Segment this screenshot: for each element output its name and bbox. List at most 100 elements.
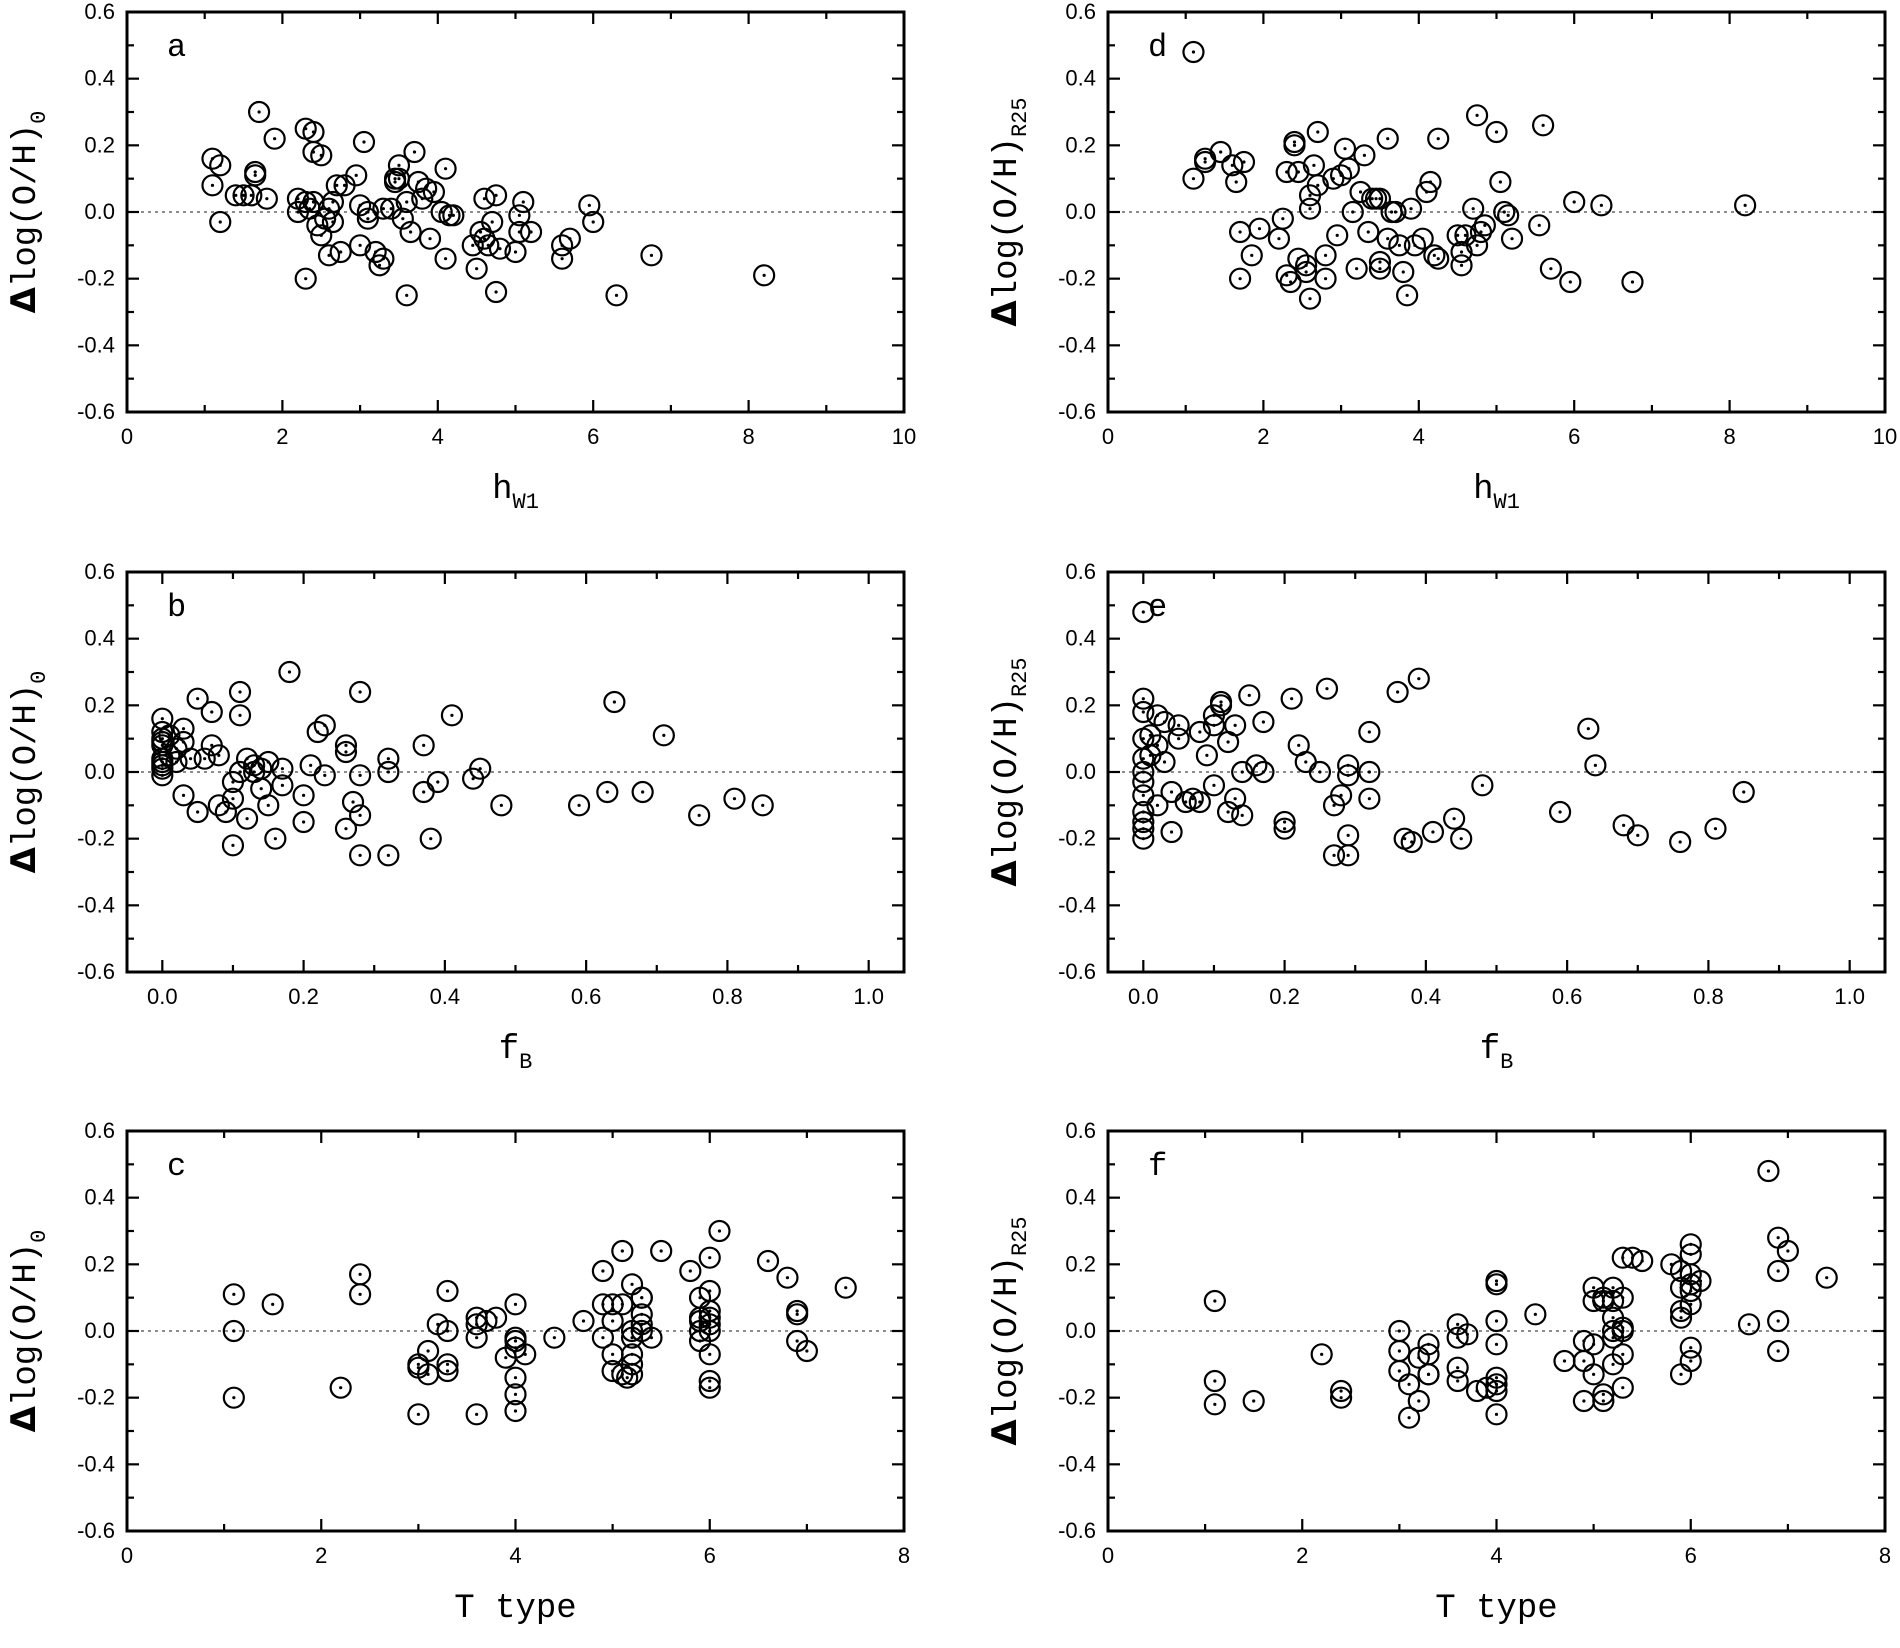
data-point-center <box>1198 800 1202 804</box>
data-point-ring <box>1631 1249 1654 1273</box>
data-point-center <box>1436 257 1440 261</box>
data-point-ring <box>1757 1159 1780 1183</box>
data-point-center <box>601 1269 605 1273</box>
data-point-center <box>167 733 171 737</box>
data-point <box>372 247 395 270</box>
data-point <box>795 1339 818 1363</box>
data-point-ring <box>278 660 301 684</box>
data-point <box>1182 40 1205 64</box>
data-point-center <box>587 203 591 207</box>
data-point-ring <box>1592 1389 1615 1413</box>
data-point-ring <box>1427 127 1450 150</box>
data-point <box>1345 257 1368 280</box>
data-point-center <box>249 193 253 197</box>
x-axis-title: fB <box>1480 1031 1514 1075</box>
data-point-center <box>160 773 164 777</box>
data-point-center <box>1346 773 1350 777</box>
y-tick-label: 0.2 <box>1065 132 1096 157</box>
data-point-center <box>1621 1352 1625 1356</box>
data-point-center <box>1592 1342 1596 1346</box>
data-point-center <box>412 150 417 154</box>
data-point-center <box>1494 1389 1499 1393</box>
data-point-center <box>1405 293 1409 297</box>
data-point-ring <box>572 1309 595 1333</box>
data-point <box>1485 1373 1508 1396</box>
y-axis-title: Δlog(O/H)0 <box>4 671 52 874</box>
data-point-ring <box>261 1293 284 1316</box>
data-point-ring <box>1397 1406 1421 1429</box>
data-point-center <box>1339 1396 1343 1400</box>
data-point-ring <box>407 1403 430 1426</box>
data-point-center <box>662 733 666 737</box>
data-point-ring <box>1376 127 1399 150</box>
data-point <box>1388 234 1411 257</box>
data-point-ring <box>708 1219 731 1243</box>
data-point <box>504 1293 527 1316</box>
data-point-center <box>521 200 525 204</box>
data-point <box>1203 1393 1226 1416</box>
data-point-ring <box>611 1293 634 1316</box>
y-tick-label: -0.4 <box>1058 892 1096 917</box>
data-point <box>222 1319 245 1343</box>
data-point <box>1767 1339 1790 1363</box>
data-point <box>1485 1309 1508 1333</box>
data-point-center <box>426 1349 430 1353</box>
data-point-ring <box>1737 1313 1761 1336</box>
data-point-center <box>426 1372 430 1376</box>
data-point <box>484 280 508 304</box>
data-point-center <box>732 797 737 801</box>
data-point <box>1631 1249 1654 1273</box>
data-point <box>578 194 601 217</box>
data-point-center <box>1233 797 1237 801</box>
data-point-center <box>1494 1279 1499 1283</box>
data-point-ring <box>698 1246 721 1269</box>
data-point-ring <box>1202 774 1226 797</box>
data-point-center <box>342 183 347 187</box>
data-point-ring <box>222 1386 245 1409</box>
data-point-ring <box>222 1319 245 1343</box>
data-point-center <box>640 1322 644 1326</box>
data-point-ring <box>1767 1309 1790 1333</box>
data-point-center <box>1213 1402 1217 1406</box>
y-axis-delta-symbol: Δ <box>4 846 44 873</box>
data-point-center <box>708 1309 712 1313</box>
data-point-center <box>401 217 405 221</box>
data-point-center <box>354 173 358 177</box>
x-tick-label: 0.8 <box>712 984 743 1009</box>
data-point-center <box>513 1376 518 1380</box>
data-point-ring <box>1203 1289 1226 1313</box>
data-point-ring <box>151 757 174 780</box>
data-point-center <box>560 257 564 261</box>
data-point <box>1669 830 1692 854</box>
data-point <box>1471 774 1494 797</box>
data-point-center <box>649 1336 654 1340</box>
x-tick-label: 0.6 <box>1552 984 1583 1009</box>
data-point-ring <box>1314 267 1337 290</box>
data-point-ring <box>1485 120 1508 144</box>
data-point <box>1337 824 1360 847</box>
data-point-ring <box>795 1339 818 1363</box>
data-point <box>349 804 372 827</box>
data-point <box>1612 814 1635 837</box>
data-point-center <box>397 177 401 181</box>
y-tick-label: 0.0 <box>84 759 115 784</box>
data-point-ring <box>1306 120 1329 144</box>
y-tick-label: 0.4 <box>1065 1185 1096 1210</box>
data-point-center <box>1475 243 1479 247</box>
data-point-center <box>1599 203 1603 207</box>
data-point <box>418 227 442 250</box>
data-point-ring <box>1669 830 1692 854</box>
data-point <box>179 747 202 770</box>
data-point-center <box>1367 797 1371 801</box>
data-point-ring <box>1427 247 1450 270</box>
data-point-center <box>1494 1342 1499 1346</box>
data-point-ring <box>436 1359 459 1383</box>
data-point <box>325 174 348 197</box>
data-point <box>377 747 400 770</box>
data-point <box>224 184 247 207</box>
data-point <box>756 1249 780 1273</box>
data-point-ring <box>349 680 372 704</box>
data-point-center <box>641 790 645 794</box>
data-point-ring <box>698 1313 721 1336</box>
data-point-center <box>1562 1359 1567 1363</box>
